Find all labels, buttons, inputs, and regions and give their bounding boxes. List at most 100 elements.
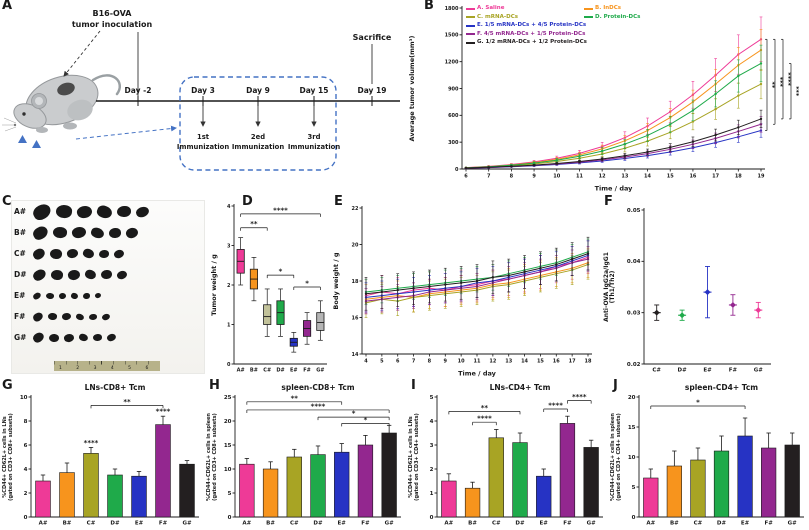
tumor-blob bbox=[32, 290, 42, 301]
legend-marker bbox=[466, 7, 475, 10]
svg-text:8: 8 bbox=[24, 419, 28, 425]
panel-tumor-volume: B 0 300 600 900 1200 1500 1800 6 7 8 9 10 11 12 13 14 15… bbox=[408, 0, 809, 193]
svg-text:18: 18 bbox=[585, 359, 592, 365]
panel-letter-g: G bbox=[2, 378, 13, 393]
svg-text:%CD44+CD62L+ cells in spleen: %CD44+CD62L+ cells in spleen bbox=[206, 413, 212, 501]
tumor-blob bbox=[63, 332, 75, 343]
svg-text:2: 2 bbox=[430, 467, 434, 473]
legend-label: C. mRNA-DCs bbox=[477, 13, 519, 20]
svg-text:13: 13 bbox=[621, 174, 628, 180]
svg-text:17: 17 bbox=[712, 174, 719, 180]
svg-text:6: 6 bbox=[396, 359, 400, 365]
svg-text:10: 10 bbox=[628, 455, 636, 461]
svg-text:D#: D# bbox=[276, 368, 284, 374]
spleen-cd4-chart: 0 5 10 15 20 A# B# C# D# E# F# G# %CD44+CD62L+ cells… bbox=[608, 380, 809, 530]
svg-text:A#: A# bbox=[39, 521, 48, 527]
svg-text:Time / day: Time / day bbox=[595, 185, 634, 193]
svg-text:300: 300 bbox=[448, 140, 459, 146]
panel-letter-j: J bbox=[613, 378, 618, 393]
svg-text:****: **** bbox=[311, 402, 326, 410]
tumor-blob bbox=[50, 268, 64, 281]
svg-text:Tumor weight / g: Tumor weight / g bbox=[210, 254, 218, 316]
svg-text:6: 6 bbox=[24, 443, 28, 449]
svg-text:22: 22 bbox=[352, 206, 359, 212]
ruler: 1 2 3 4 5 6 7 8 9 bbox=[54, 361, 160, 371]
immunization-word: Immunization bbox=[177, 143, 229, 151]
tumor-blob bbox=[49, 247, 63, 260]
legend-marker bbox=[466, 41, 475, 44]
tumor-photo-row: C# bbox=[12, 243, 204, 264]
svg-text:0: 0 bbox=[632, 515, 636, 521]
tumor-blob bbox=[31, 266, 48, 283]
lns-cd4-chart: 0 1 2 3 4 5 A# B# C# D# E# F# G# %CD44+ CD62L+ cells … bbox=[406, 380, 608, 530]
svg-text:600: 600 bbox=[448, 113, 459, 119]
immunization-word: Immunization bbox=[232, 143, 284, 151]
sacrifice-label: Sacrifice bbox=[353, 33, 392, 42]
svg-text:D#: D# bbox=[515, 521, 525, 527]
svg-text:%CD44+ CD62L+ cells in LNs: %CD44+ CD62L+ cells in LNs bbox=[408, 416, 414, 497]
tumor-blob bbox=[101, 312, 111, 321]
legend-marker bbox=[466, 24, 475, 27]
tumor-blob bbox=[75, 312, 85, 321]
mouse-front-foot bbox=[36, 127, 48, 133]
th1-th2-svg: 0.02 0.03 0.04 0.05 C# D# E# F# G# Anti-OVA IgG2a… bbox=[603, 208, 771, 374]
panel-letter-h: H bbox=[209, 378, 220, 393]
tumor-blob bbox=[105, 332, 118, 343]
svg-text:LNs-CD8+ Tcm: LNs-CD8+ Tcm bbox=[85, 383, 146, 392]
svg-text:F#: F# bbox=[764, 521, 773, 527]
svg-text:spleen-CD4+ Tcm: spleen-CD4+ Tcm bbox=[685, 383, 758, 392]
tumor-blob bbox=[89, 225, 106, 240]
tumor-blob bbox=[98, 249, 110, 258]
svg-text:(Th1/Th2): (Th1/Th2) bbox=[609, 270, 616, 303]
immunization-ordinal: 1st bbox=[197, 133, 210, 141]
tumor-volume-svg: 0 300 600 900 1200 1500 1800 6 7 8 9 10 11 12 13 14 15 16… bbox=[408, 6, 801, 193]
tumor-blob bbox=[78, 332, 89, 343]
svg-text:2: 2 bbox=[24, 491, 28, 497]
svg-text:10: 10 bbox=[20, 395, 28, 401]
tumor-blob bbox=[75, 203, 94, 220]
tumor-blob bbox=[83, 268, 98, 281]
svg-text:G#: G# bbox=[754, 368, 764, 374]
svg-text:20: 20 bbox=[224, 419, 232, 425]
mouse-eye bbox=[22, 112, 26, 116]
tumor-photo-row: F# bbox=[12, 306, 204, 327]
tumor-blob bbox=[61, 311, 72, 322]
svg-text:***: *** bbox=[793, 86, 801, 97]
svg-text:*: * bbox=[279, 268, 283, 276]
svg-text:D#: D# bbox=[110, 521, 120, 527]
mouse-whiskers bbox=[2, 117, 17, 132]
svg-text:6: 6 bbox=[464, 174, 468, 180]
svg-text:G#: G# bbox=[788, 521, 798, 527]
legend-label: D. Protein-DCs bbox=[595, 13, 641, 20]
svg-text:B#: B# bbox=[250, 368, 258, 374]
svg-text:Body weight / g: Body weight / g bbox=[332, 252, 340, 310]
tumor-photo-row: D# bbox=[12, 264, 204, 285]
svg-text:0: 0 bbox=[228, 515, 232, 521]
legend-label: B. InDCs bbox=[595, 5, 622, 11]
svg-text:0.03: 0.03 bbox=[627, 310, 641, 316]
tumor-blob bbox=[124, 225, 140, 240]
svg-text:4: 4 bbox=[364, 359, 368, 365]
svg-text:16: 16 bbox=[553, 359, 560, 365]
svg-text:***: *** bbox=[777, 77, 785, 88]
svg-text:7: 7 bbox=[487, 174, 491, 180]
svg-text:4: 4 bbox=[227, 204, 231, 210]
svg-text:E#: E# bbox=[135, 521, 144, 527]
svg-text:F#: F# bbox=[563, 521, 572, 527]
svg-text:Time / day: Time / day bbox=[458, 370, 497, 378]
svg-text:2: 2 bbox=[227, 283, 231, 289]
injection-marker-triangle bbox=[32, 140, 41, 148]
day-label: Day 3 bbox=[191, 86, 215, 95]
panel-lns-cd8-tcm: G 0 2 4 6 8 10 A# B# C# D# E# F# G# %CD44+ CD62L+ cel… bbox=[0, 378, 204, 530]
svg-text:A#: A# bbox=[237, 368, 245, 374]
panel-tumor-photo: C A# B# C# D# E# F# G# 1 2 3 4 5 6 7 8 9 bbox=[0, 194, 210, 378]
tumor-blob bbox=[31, 223, 50, 242]
svg-text:4: 4 bbox=[430, 419, 434, 425]
svg-text:(gated on CD3+ CD8+ subsets): (gated on CD3+ CD8+ subsets) bbox=[8, 413, 14, 501]
svg-text:E#: E# bbox=[338, 521, 347, 527]
svg-text:4: 4 bbox=[24, 467, 28, 473]
svg-text:13: 13 bbox=[505, 359, 512, 365]
svg-text:900: 900 bbox=[448, 86, 459, 92]
svg-text:(gated on CD3+ CD4+ subsets): (gated on CD3+ CD4+ subsets) bbox=[616, 413, 622, 501]
tumor-weight-chart: 0 1 2 3 4 A# B# C# D# E# F# G# Tumor weight / g ** ***… bbox=[210, 196, 332, 378]
